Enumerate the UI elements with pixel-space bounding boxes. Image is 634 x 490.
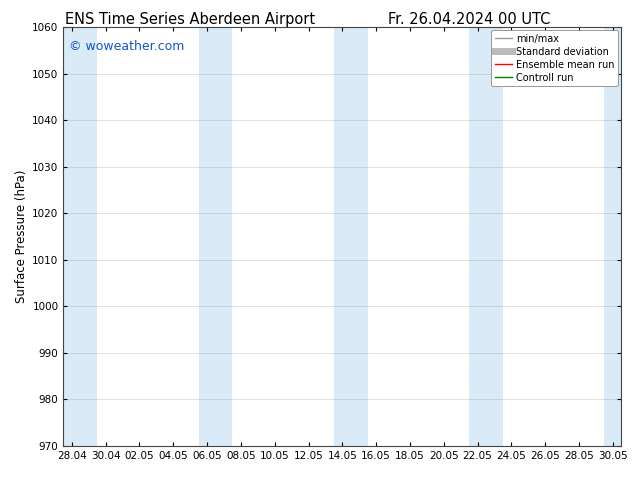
Bar (604, 27, 634, 446)
Bar (198, 27, 233, 446)
Text: © woweather.com: © woweather.com (69, 40, 184, 52)
Y-axis label: Surface Pressure (hPa): Surface Pressure (hPa) (15, 170, 28, 303)
Legend: min/max, Standard deviation, Ensemble mean run, Controll run: min/max, Standard deviation, Ensemble me… (491, 30, 618, 86)
Bar (334, 27, 368, 446)
Bar (63, 27, 97, 446)
Text: ENS Time Series Aberdeen Airport: ENS Time Series Aberdeen Airport (65, 12, 315, 27)
Text: Fr. 26.04.2024 00 UTC: Fr. 26.04.2024 00 UTC (388, 12, 550, 27)
Bar (469, 27, 503, 446)
